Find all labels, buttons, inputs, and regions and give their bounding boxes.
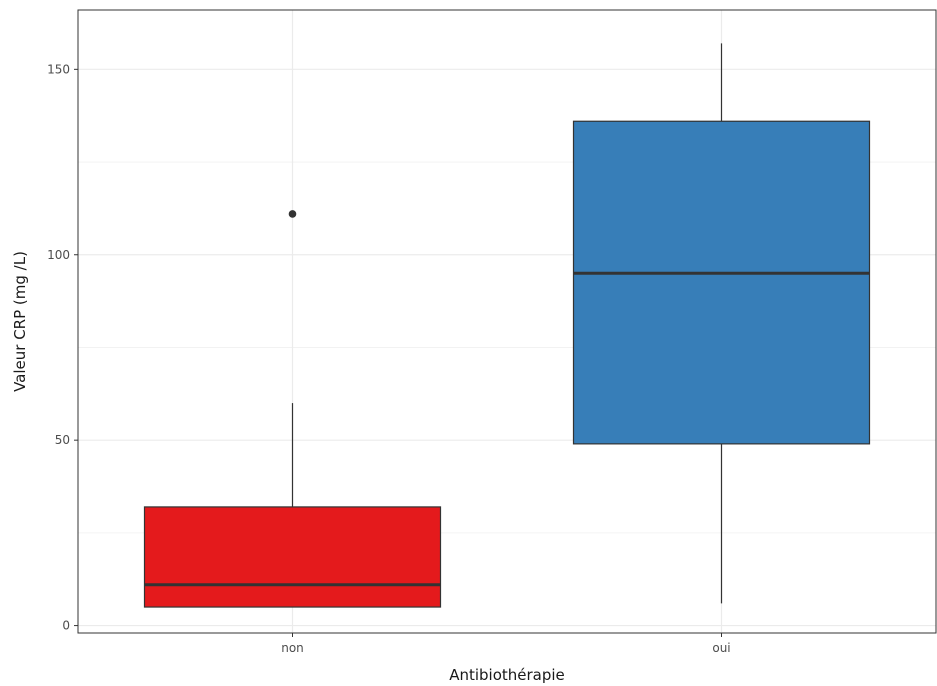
box-rect xyxy=(572,120,871,445)
y-tick-label: 100 xyxy=(47,248,70,262)
x-axis: non oui xyxy=(78,632,936,655)
y-tick-label: 150 xyxy=(47,62,70,76)
outlier-point xyxy=(288,210,297,218)
x-tick-label: oui xyxy=(712,641,730,655)
x-tick-label: non xyxy=(281,641,304,655)
box-group xyxy=(143,43,871,608)
y-tick-label: 50 xyxy=(55,433,70,447)
x-axis-title: Antibiothérapie xyxy=(449,666,565,684)
y-axis: 0 50 100 150 xyxy=(47,10,79,633)
y-tick-label: 0 xyxy=(62,619,70,633)
box-oui xyxy=(572,43,871,604)
box-non xyxy=(143,210,442,608)
y-axis-title: Valeur CRP (mg /L) xyxy=(11,251,29,392)
box-rect xyxy=(143,506,442,608)
